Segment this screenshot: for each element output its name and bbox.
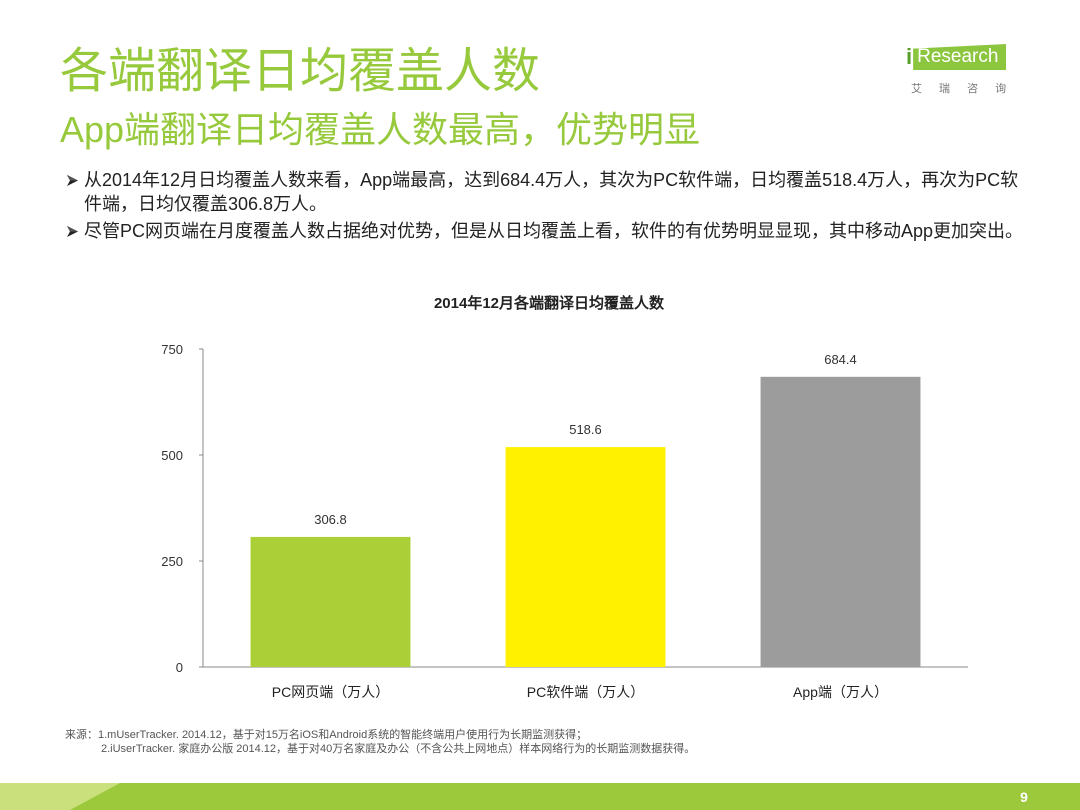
source-note: 来源：1.mUserTracker. 2014.12，基于对15万名iOS和An… — [65, 728, 695, 756]
bullet-item: 尽管PC网页端在月度覆盖人数占据绝对优势，但是从日均覆盖上看，软件的有优势明显显… — [66, 219, 1023, 243]
bullet-text-line: 从2014年12月日均覆盖人数来看，App端最高，达到684.4万人，其次为PC… — [84, 170, 1019, 190]
logo-mark: i — [906, 44, 913, 69]
footer-band — [0, 783, 1080, 810]
bullet-text-line: 件端，日均仅覆盖306.8万人。 — [84, 194, 328, 214]
bar — [760, 376, 921, 667]
page-number: 9 — [1020, 789, 1028, 805]
source-line: 2.iUserTracker. 家庭办公版 2014.12，基于对40万名家庭及… — [101, 743, 696, 755]
bullet-list: 从2014年12月日均覆盖人数来看，App端最高，达到684.4万人，其次为PC… — [66, 168, 1023, 243]
y-tick-label: 500 — [161, 448, 183, 463]
bar — [250, 536, 411, 667]
bullet-arrow-icon — [67, 226, 78, 237]
y-tick-label: 0 — [176, 660, 183, 675]
bullet-text-line: 尽管PC网页端在月度覆盖人数占据绝对优势，但是从日均覆盖上看，软件的有优势明显显… — [84, 221, 1024, 241]
category-label: PC软件端（万人） — [527, 684, 644, 700]
category-label: PC网页端（万人） — [272, 684, 389, 700]
bar-value-label: 518.6 — [569, 422, 602, 437]
footer-band-accent — [0, 783, 120, 810]
logo-tagline: 艾 瑞 咨 询 — [911, 83, 1014, 95]
logo-wordmark: i Research — [906, 40, 1020, 70]
bar-chart: 2014年12月各端翻译日均覆盖人数 0 250 500 750 306.8 PC网页端（万… — [161, 294, 968, 700]
footer-band-main — [0, 783, 1080, 810]
y-tick-label: 750 — [161, 342, 183, 357]
y-tick-label: 250 — [161, 554, 183, 569]
logo-name: Research — [913, 44, 1007, 70]
source-line: 来源：1.mUserTracker. 2014.12，基于对15万名iOS和An… — [65, 729, 588, 741]
category-label: App端（万人） — [793, 684, 888, 700]
bar-value-label: 684.4 — [824, 352, 857, 367]
bar — [505, 447, 666, 667]
iresearch-logo: i Research 艾 瑞 咨 询 — [906, 40, 1020, 96]
bullet-arrow-icon — [67, 175, 78, 186]
slide-title: 各端翻译日均覆盖人数 — [60, 45, 541, 98]
chart-title: 2014年12月各端翻译日均覆盖人数 — [434, 294, 665, 312]
bullet-item: 从2014年12月日均覆盖人数来看，App端最高，达到684.4万人，其次为PC… — [66, 168, 1023, 216]
slide-subtitle: App端翻译日均覆盖人数最高，优势明显 — [60, 109, 701, 150]
bar-value-label: 306.8 — [314, 512, 347, 527]
